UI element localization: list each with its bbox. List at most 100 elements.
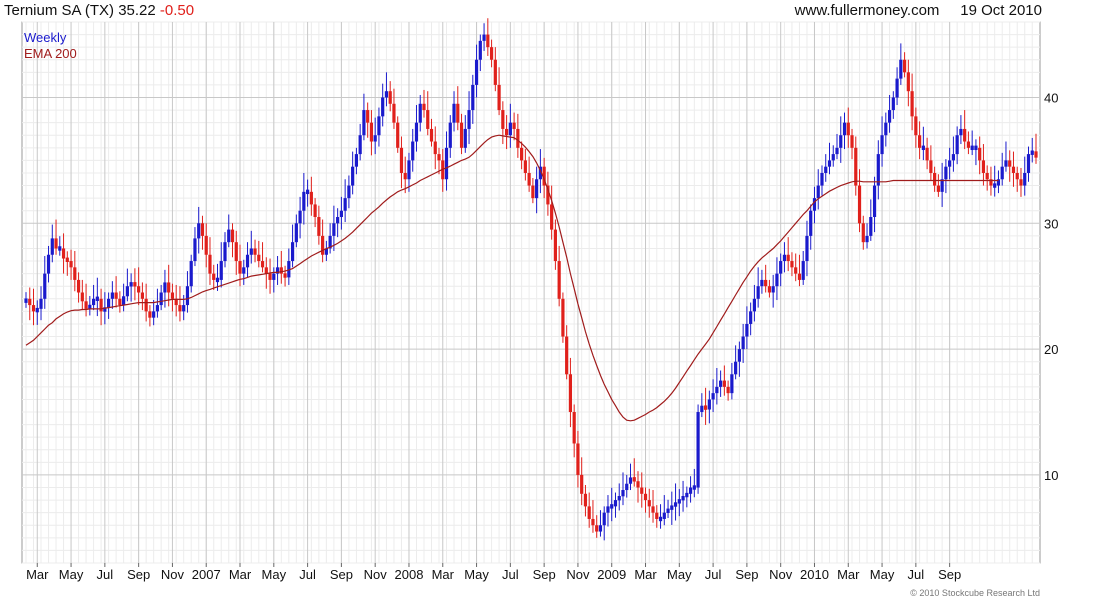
candle-body [617,496,621,501]
candle-body [771,286,775,293]
candle-body [550,204,554,230]
x-tick-label: Nov [364,567,388,582]
candle-body [305,189,310,195]
candle-body [58,246,62,251]
x-tick-label: Nov [566,567,590,582]
candle-body [343,198,347,211]
candle-body [50,238,54,255]
y-tick-label: 40 [1044,90,1058,105]
candle-body [189,261,193,287]
x-tick-label: May [870,567,895,582]
candle-body [249,248,253,255]
candle-body [696,412,700,488]
candle-body [223,242,227,262]
candle-body [407,160,411,180]
candle-body [553,229,558,262]
candle-body [681,496,685,501]
candle-body [839,135,843,148]
candle-body [527,172,531,186]
candle-body [264,267,268,274]
candle-body [966,141,971,148]
candle-body [1000,166,1004,180]
candle-body [242,267,246,274]
candle-body [756,286,760,299]
y-tick-label: 10 [1044,468,1058,483]
candle-body [433,141,437,155]
candle-body [80,292,84,302]
x-tick-label: Sep [938,567,961,582]
x-tick-label: 2010 [800,567,829,582]
price-change: -0.50 [159,2,195,19]
x-tick-label: 2007 [192,567,221,582]
candle-body [155,305,160,312]
candle-body [951,154,955,161]
copyright-text: © 2010 Stockcube Research Ltd [910,588,1040,598]
candle-body [230,229,235,243]
candle-body [321,235,325,255]
candle-body [463,128,467,148]
candle-body [272,273,276,280]
candle-body [805,235,809,262]
candle-body [583,493,588,507]
candle-body [238,261,242,274]
candle-body [978,147,982,161]
candle-body [125,286,129,297]
x-tick-label: Nov [769,567,793,582]
candle-body [933,172,937,186]
x-tick-label: May [262,567,287,582]
candle-body [444,147,449,180]
candle-body [591,518,595,526]
candle-body [715,386,719,394]
x-tick-label: May [59,567,84,582]
candle-body [812,198,817,211]
candle-body [369,122,374,142]
site-link[interactable]: www.fullermoney.com [794,2,940,19]
candle-body [730,374,734,394]
candle-body [245,254,250,268]
candle-body [737,349,741,362]
candle-body [628,477,633,484]
candle-body [88,304,92,310]
candle-body [290,242,295,262]
candle-body [403,172,407,180]
candle-body [1026,154,1031,173]
candle-body [741,336,745,350]
candle-body [580,474,584,494]
candle-body [1030,150,1034,155]
candle-body [827,160,832,167]
candle-body [899,59,903,79]
candle-body [84,301,88,309]
candle-body [887,110,892,123]
candle-body [801,261,805,280]
candle-body [602,512,606,526]
candle-body [662,512,666,519]
candle-body [516,128,520,148]
candle-body [61,248,66,259]
candle-body [384,91,389,98]
candle-body [764,279,768,287]
candle-body [1008,160,1012,167]
candle-body [703,405,708,410]
candle-body [200,223,205,236]
candle-body [358,135,362,155]
candle-body [876,154,880,186]
candle-body [993,183,997,188]
candle-body [895,78,899,98]
candle-body [734,361,738,375]
x-tick-label: Jul [705,567,722,582]
candle-body [257,254,261,262]
candle-body [478,40,482,60]
candle-body [24,298,28,303]
candle-body [504,128,509,136]
candle-body [178,305,182,312]
candle-body [28,298,32,306]
candle-body [227,229,231,243]
candle-body [816,185,820,199]
legend-ema: EMA 200 [24,46,77,61]
candle-body [707,399,711,410]
candle-body [767,286,772,293]
candle-body [287,261,291,278]
candle-body [437,154,441,161]
candle-body [989,179,993,186]
